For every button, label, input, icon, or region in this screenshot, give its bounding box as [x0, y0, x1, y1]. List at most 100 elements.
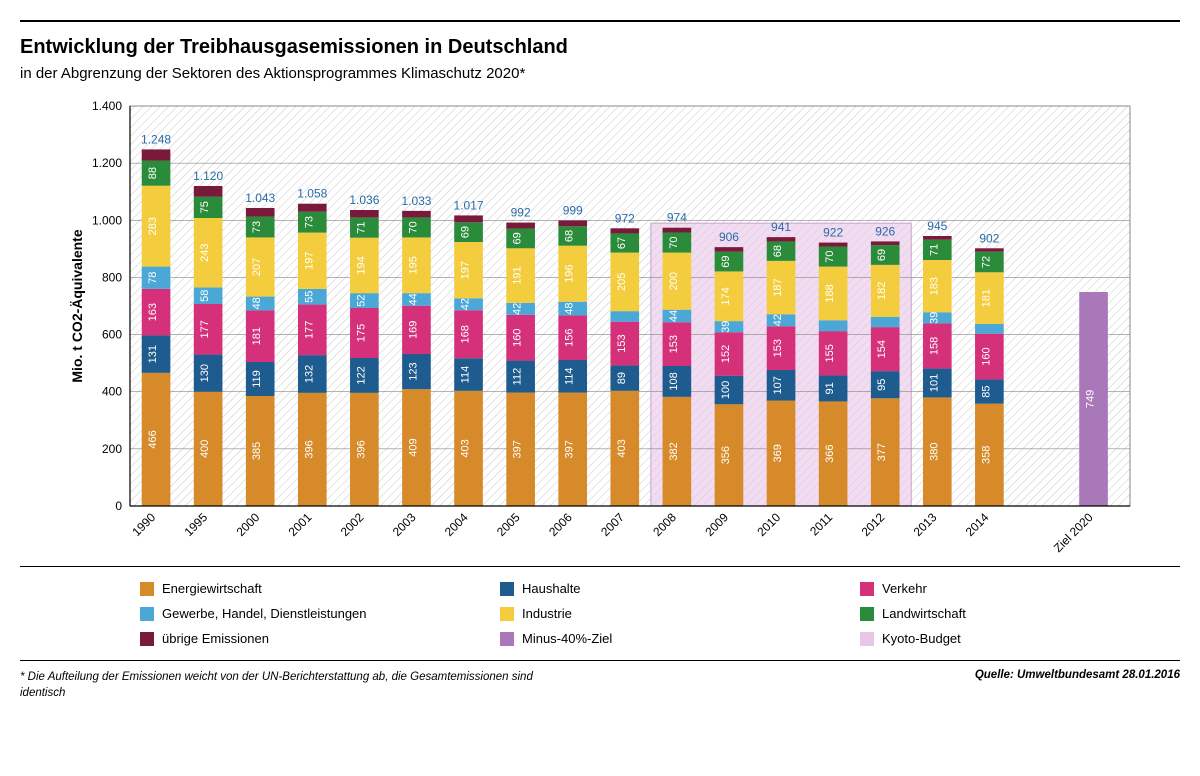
seg-label: 197 — [460, 261, 472, 279]
seg-label: 69 — [720, 255, 732, 267]
bar-seg-uebrige — [506, 223, 535, 229]
top-rule — [20, 20, 1180, 22]
seg-label: 197 — [303, 252, 315, 270]
seg-label: 91 — [824, 382, 836, 394]
legend-swatch — [860, 632, 874, 646]
seg-label: 42 — [512, 303, 524, 315]
x-tick-label: 2004 — [442, 510, 471, 539]
seg-label: 95 — [876, 379, 888, 391]
total-label: 974 — [667, 211, 687, 225]
y-tick-label: 1.400 — [92, 99, 122, 113]
bar-seg-uebrige — [350, 210, 379, 217]
seg-label: 89 — [616, 372, 628, 384]
legend-item-landw: Landwirtschaft — [860, 606, 1180, 621]
seg-label: 44 — [407, 293, 419, 305]
seg-label: 194 — [355, 256, 367, 274]
seg-label: 132 — [303, 365, 315, 383]
seg-label: 114 — [564, 368, 576, 386]
seg-label: 69 — [876, 249, 888, 261]
bar-seg-uebrige — [610, 228, 639, 233]
bar-seg-uebrige — [454, 215, 483, 222]
seg-label: 181 — [251, 327, 263, 345]
seg-label: 168 — [460, 325, 472, 343]
seg-label: 48 — [564, 302, 576, 314]
total-label: 1.033 — [401, 194, 431, 208]
total-label: 922 — [823, 226, 843, 240]
legend-swatch — [500, 607, 514, 621]
seg-label: 177 — [199, 320, 211, 338]
seg-label: 67 — [616, 237, 628, 249]
total-label: 1.058 — [297, 187, 327, 201]
seg-label: 70 — [824, 250, 836, 262]
total-label: 926 — [875, 224, 895, 238]
x-tick-label: 2012 — [859, 510, 888, 539]
seg-label: 154 — [876, 340, 888, 358]
bar-seg-uebrige — [975, 248, 1004, 251]
seg-label: 153 — [772, 339, 784, 357]
x-tick-label: 1995 — [181, 510, 210, 539]
bar-seg-uebrige — [767, 237, 796, 241]
seg-label: 73 — [303, 216, 315, 228]
seg-label: 183 — [928, 277, 940, 295]
seg-label: 160 — [512, 329, 524, 347]
seg-label: 366 — [824, 445, 836, 463]
seg-label: 101 — [928, 374, 940, 392]
seg-label: 85 — [980, 385, 992, 397]
seg-label: 69 — [460, 226, 472, 238]
seg-label: 39 — [720, 321, 732, 333]
total-label: 999 — [563, 204, 583, 218]
seg-label: 377 — [876, 443, 888, 461]
seg-label: 48 — [251, 297, 263, 309]
seg-label: 466 — [147, 430, 159, 448]
legend-label: Gewerbe, Handel, Dienstleistungen — [162, 606, 367, 621]
seg-label: 130 — [199, 364, 211, 382]
total-label: 1.017 — [454, 198, 484, 212]
legend-swatch — [500, 632, 514, 646]
y-tick-label: 1.000 — [92, 213, 122, 227]
chart-subtitle: in der Abgrenzung der Sektoren des Aktio… — [20, 65, 1180, 82]
seg-label: 409 — [407, 438, 419, 456]
seg-label: 153 — [668, 335, 680, 353]
seg-label: 403 — [616, 439, 628, 457]
x-tick-label: 2011 — [807, 510, 835, 538]
total-label: 992 — [511, 206, 531, 220]
bar-seg-uebrige — [819, 243, 848, 247]
bar-seg-uebrige — [194, 186, 223, 197]
seg-label: 169 — [407, 321, 419, 339]
x-tick-label: 2010 — [754, 510, 783, 539]
y-tick-label: 200 — [102, 442, 122, 456]
x-tick-label: 2002 — [338, 510, 367, 539]
seg-label: 122 — [355, 366, 367, 384]
x-tick-label: 2000 — [234, 510, 263, 539]
legend-swatch — [140, 582, 154, 596]
x-tick-label-target: Ziel 2020 — [1051, 510, 1096, 555]
bar-seg-uebrige — [558, 221, 587, 227]
seg-label: 396 — [303, 440, 315, 458]
seg-label: 205 — [616, 273, 628, 291]
seg-label: 55 — [303, 291, 315, 303]
seg-label: 163 — [147, 303, 159, 321]
chart-title: Entwicklung der Treibhausgasemissionen i… — [20, 36, 1180, 59]
seg-label: 177 — [303, 321, 315, 339]
seg-label: 174 — [720, 287, 732, 305]
seg-label: 196 — [564, 265, 576, 283]
legend-label: übrige Emissionen — [162, 631, 269, 646]
seg-label: 358 — [980, 446, 992, 464]
x-tick-label: 2006 — [546, 510, 575, 539]
legend-item-gewerbe: Gewerbe, Handel, Dienstleistungen — [140, 606, 460, 621]
seg-label: 158 — [928, 337, 940, 355]
bar-seg-uebrige — [663, 228, 692, 233]
seg-label: 42 — [772, 314, 784, 326]
bar-seg-uebrige — [715, 247, 744, 252]
seg-label: 70 — [668, 236, 680, 248]
seg-label: 78 — [147, 272, 159, 284]
seg-label: 68 — [772, 245, 784, 257]
seg-label: 52 — [355, 294, 367, 306]
seg-label: 356 — [720, 446, 732, 464]
seg-label: 380 — [928, 443, 940, 461]
bar-seg-gewerbe — [610, 311, 639, 322]
chart-area: 02004006008001.0001.2001.400Mio. t CO2-Ä… — [60, 96, 1180, 566]
x-tick-label: 2009 — [702, 510, 731, 539]
legend-label: Haushalte — [522, 581, 581, 596]
seg-label: 73 — [251, 221, 263, 233]
